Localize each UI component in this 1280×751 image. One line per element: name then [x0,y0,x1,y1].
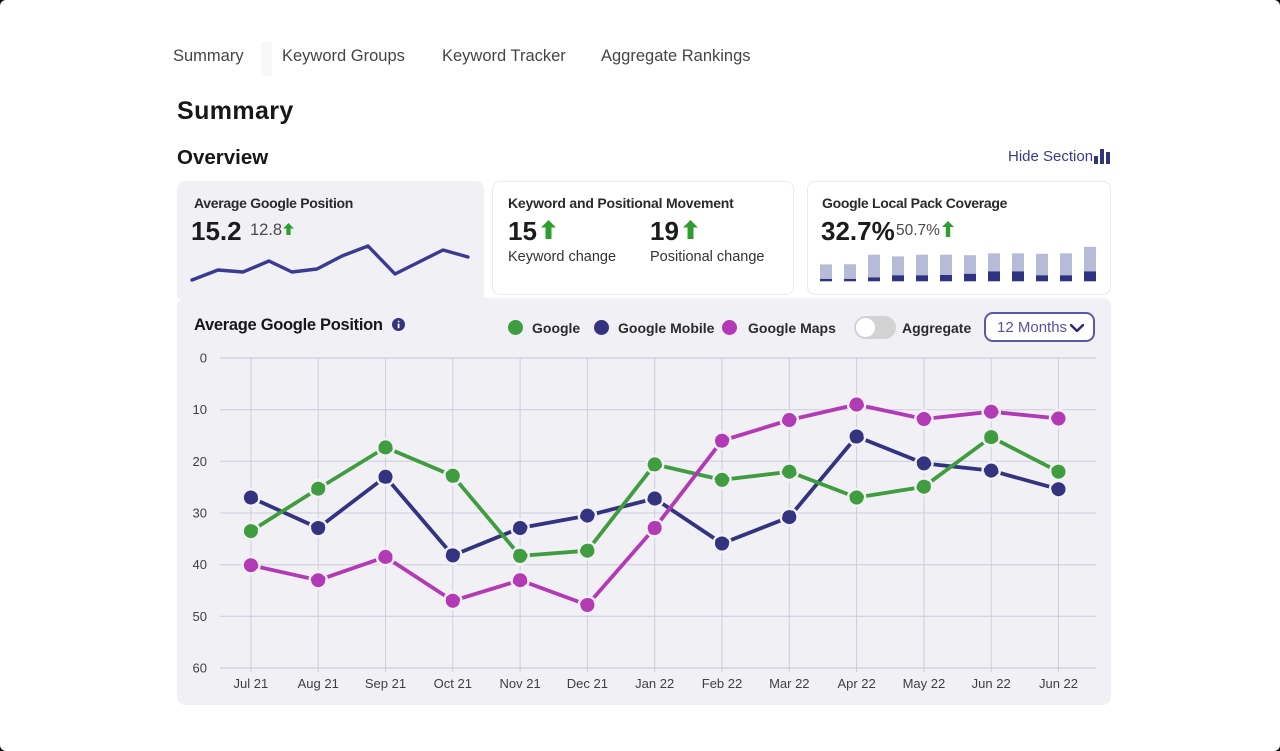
svg-text:Dec 21: Dec 21 [567,676,608,691]
svg-text:Jun 22: Jun 22 [1039,676,1078,691]
svg-text:50: 50 [193,609,207,624]
svg-text:Jan 22: Jan 22 [635,676,674,691]
svg-text:Sep 21: Sep 21 [365,676,406,691]
svg-text:Aug 21: Aug 21 [298,676,339,691]
svg-text:Oct 21: Oct 21 [434,676,472,691]
svg-text:Jun 22: Jun 22 [972,676,1011,691]
svg-text:60: 60 [193,661,207,676]
svg-text:Jul 21: Jul 21 [234,676,269,691]
svg-text:Nov 21: Nov 21 [499,676,540,691]
svg-text:20: 20 [193,454,207,469]
svg-text:Apr 22: Apr 22 [837,676,875,691]
svg-text:40: 40 [193,557,207,572]
svg-text:Feb 22: Feb 22 [702,676,742,691]
svg-text:May 22: May 22 [903,676,946,691]
svg-text:Mar 22: Mar 22 [769,676,809,691]
svg-text:30: 30 [193,506,207,521]
svg-text:0: 0 [200,351,207,366]
svg-text:10: 10 [193,402,207,417]
